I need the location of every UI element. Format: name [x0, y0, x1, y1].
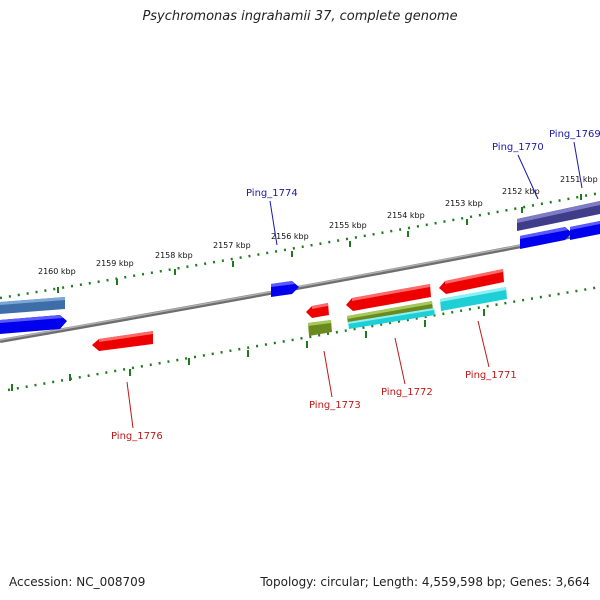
feature-cds-ping1771[interactable] — [439, 269, 504, 294]
feature-slate-right[interactable] — [517, 201, 600, 231]
feature-cds-ping1774[interactable] — [271, 281, 299, 297]
scale-label-2151: 2151 kbp — [560, 175, 598, 184]
feature-cds-ping1773[interactable] — [306, 303, 329, 318]
scale-label-2152: 2152 kbp — [502, 187, 540, 196]
scale-labels: 2160 kbp 2159 kbp 2158 kbp 2157 kbp 2156… — [38, 175, 598, 276]
scale-label-2160: 2160 kbp — [38, 267, 76, 276]
feature-cyan-ping1772[interactable] — [348, 308, 435, 329]
leader-line-ping1771 — [477, 320, 490, 368]
feature-cds-ping1772[interactable] — [346, 284, 431, 311]
genome-backbone — [0, 229, 600, 343]
upper-scale-track — [0, 191, 600, 300]
feature-steel-left[interactable] — [0, 297, 65, 314]
scale-label-2157: 2157 kbp — [213, 241, 251, 250]
scale-label-2155: 2155 kbp — [329, 221, 367, 230]
feature-cds-forward-left[interactable] — [0, 315, 67, 334]
gene-label-ping1772[interactable]: Ping_1772 — [381, 387, 433, 398]
scale-label-2158: 2158 kbp — [155, 251, 193, 260]
gene-label-ping1773[interactable]: Ping_1773 — [309, 400, 361, 411]
gene-label-ping1769[interactable]: Ping_1769 — [549, 129, 600, 140]
gene-label-ping1776[interactable]: Ping_1776 — [111, 431, 163, 442]
scale-label-2159: 2159 kbp — [96, 259, 134, 268]
leader-line-ping1772 — [394, 337, 406, 385]
leader-line-ping1769 — [573, 141, 583, 189]
feature-cds-ping1769[interactable] — [570, 221, 600, 240]
scale-label-2156: 2156 kbp — [271, 232, 309, 241]
lower-scale-ticks — [11, 309, 485, 391]
scale-label-2154: 2154 kbp — [387, 211, 425, 220]
gene-label-ping1771[interactable]: Ping_1771 — [465, 370, 517, 381]
gene-label-ping1774[interactable]: Ping_1774 — [246, 188, 298, 199]
feature-olive-ping1772[interactable] — [347, 301, 433, 324]
accession-label: Accession: NC_008709 — [9, 575, 146, 589]
leader-line-ping1774 — [269, 200, 278, 246]
feature-olive-ping1773[interactable] — [308, 320, 332, 336]
leader-line-ping1773 — [323, 350, 333, 398]
feature-cds-ping1776[interactable] — [92, 331, 153, 351]
feature-cyan-ping1771[interactable] — [440, 287, 507, 311]
lower-scale-track — [7, 285, 600, 392]
feature-cds-ping1770[interactable] — [520, 227, 572, 249]
gene-label-ping1770[interactable]: Ping_1770 — [492, 142, 544, 153]
scale-label-2153: 2153 kbp — [445, 199, 483, 208]
map-title: Psychromonas ingrahamii 37, complete gen… — [142, 9, 458, 24]
genome-summary: Topology: circular; Length: 4,559,598 bp… — [260, 575, 590, 589]
leader-line-ping1770 — [517, 154, 539, 200]
upper-scale-ticks — [57, 194, 582, 293]
leader-line-ping1776 — [126, 381, 134, 429]
